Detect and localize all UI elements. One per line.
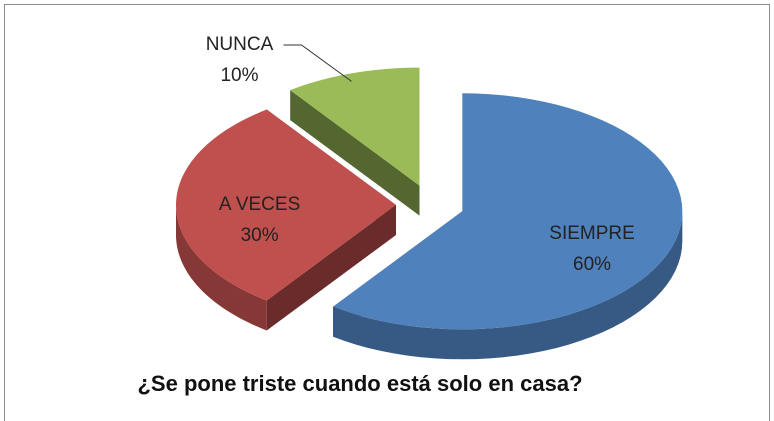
value-label: 60% bbox=[573, 254, 611, 275]
category-label: A VECES bbox=[219, 194, 300, 215]
pie bbox=[176, 67, 683, 360]
slice-side bbox=[266, 205, 396, 331]
pie-slice bbox=[290, 67, 420, 216]
category-label: SIEMPRE bbox=[549, 223, 635, 244]
pie-slice bbox=[333, 93, 683, 360]
slice-wall bbox=[176, 205, 267, 331]
slice-top bbox=[176, 109, 396, 301]
slice-top bbox=[290, 67, 420, 186]
category-label: NUNCA bbox=[206, 34, 274, 55]
pie-slice bbox=[176, 109, 396, 331]
leader-line bbox=[283, 44, 352, 82]
slice-side bbox=[290, 90, 420, 216]
value-label: 30% bbox=[241, 225, 279, 246]
slice-wall bbox=[333, 211, 683, 360]
slice-top bbox=[333, 93, 683, 330]
chart-title: ¿Se pone triste cuando está solo en casa… bbox=[137, 371, 582, 396]
value-label: 10% bbox=[220, 65, 258, 86]
